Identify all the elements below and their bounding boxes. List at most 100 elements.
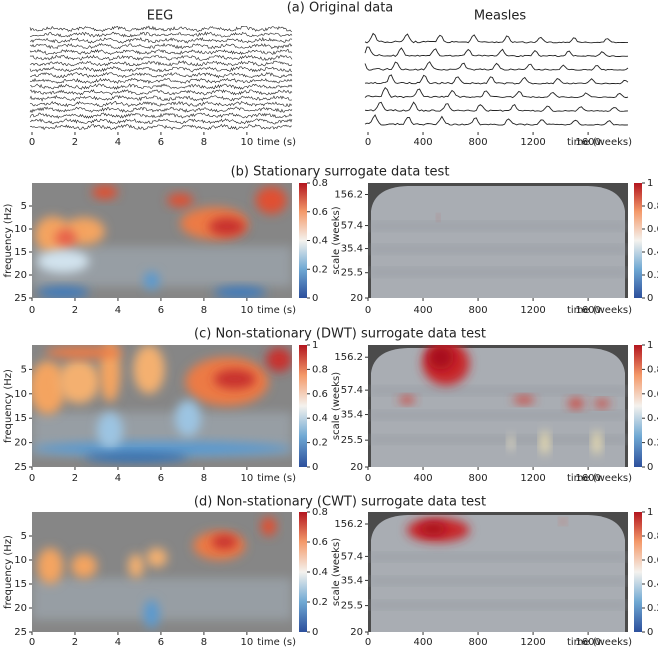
y-tick-label: 25.5 bbox=[341, 601, 363, 612]
colorbar-tick-label: 0.2 bbox=[312, 264, 328, 275]
x-tick-label: 800 bbox=[469, 637, 488, 648]
x-tick-label: 8 bbox=[201, 305, 207, 316]
y-tick-label: 25.5 bbox=[341, 268, 363, 279]
colorbar-tick-label: 0.6 bbox=[312, 389, 328, 400]
colorbar-tick-label: 0 bbox=[312, 627, 318, 638]
y-tick-label: 35.4 bbox=[341, 410, 363, 421]
heat-region bbox=[208, 217, 246, 236]
signal-trace bbox=[29, 83, 293, 90]
x-tick-label: 8 bbox=[201, 637, 207, 648]
heatmap-body bbox=[368, 512, 628, 632]
signal-trace bbox=[364, 114, 629, 126]
colorbar-tick-label: 0 bbox=[312, 293, 318, 304]
signal-trace bbox=[29, 48, 293, 55]
y-tick-label: 25.5 bbox=[341, 435, 363, 446]
signal-trace bbox=[29, 112, 293, 119]
colorbar-tick-label: 0.4 bbox=[312, 413, 328, 424]
heatmap-band bbox=[368, 602, 628, 608]
x-axis-label: time (weeks) bbox=[567, 305, 632, 316]
y-tick-label: 35.4 bbox=[341, 244, 363, 255]
y-axis-label: frequency (Hz) bbox=[3, 203, 14, 277]
signal-trace bbox=[364, 101, 629, 112]
heat-region bbox=[266, 347, 292, 372]
subplot-title: EEG bbox=[147, 9, 174, 24]
signal-trace bbox=[364, 86, 629, 99]
colorbar-tick-label: 0.6 bbox=[312, 537, 328, 548]
heatmap-band bbox=[32, 578, 292, 620]
heat-region bbox=[540, 430, 549, 455]
signal-trace bbox=[364, 46, 629, 58]
y-tick-label: 15 bbox=[14, 579, 27, 590]
panel-title: (c) Non-stationary (DWT) surrogate data … bbox=[194, 327, 486, 342]
colorbar-tick-label: 0.8 bbox=[312, 507, 328, 518]
x-axis-label: time (weeks) bbox=[567, 637, 632, 648]
colorbar-tick-label: 0.2 bbox=[647, 438, 658, 449]
colorbar-tick-label: 0 bbox=[647, 462, 653, 473]
heatmap bbox=[368, 512, 628, 632]
x-tick-label: 6 bbox=[158, 473, 164, 484]
heat-region bbox=[97, 412, 123, 449]
subplot-title: Measles bbox=[474, 9, 527, 24]
signal-trace bbox=[29, 71, 293, 79]
y-tick-label: 20 bbox=[350, 293, 363, 304]
heat-region bbox=[594, 399, 610, 408]
heat-region bbox=[71, 554, 97, 578]
x-tick-label: 0 bbox=[29, 137, 35, 148]
heatmap bbox=[32, 345, 292, 467]
y-tick-label: 10 bbox=[14, 555, 27, 566]
colorbar-tick-label: 0.4 bbox=[647, 413, 658, 424]
x-tick-label: 1600 bbox=[575, 637, 600, 648]
colorbar bbox=[634, 183, 642, 298]
colorbar-tick-label: 0.2 bbox=[312, 597, 328, 608]
y-tick-label: 10 bbox=[14, 389, 27, 400]
x-tick-label: 0 bbox=[29, 473, 35, 484]
signal-trace bbox=[29, 66, 293, 73]
x-tick-label: 1200 bbox=[520, 637, 545, 648]
heatmap bbox=[32, 183, 292, 298]
heatmap-band bbox=[368, 246, 628, 253]
signal-trace bbox=[29, 106, 293, 114]
y-axis-label: frequency (Hz) bbox=[3, 535, 14, 609]
x-tick-label: 8 bbox=[201, 473, 207, 484]
x-tick-label: 400 bbox=[413, 473, 432, 484]
x-tick-label: 800 bbox=[469, 305, 488, 316]
colorbar bbox=[634, 512, 642, 632]
y-tick-label: 20 bbox=[14, 270, 27, 281]
heatmap bbox=[368, 345, 628, 467]
heat-region bbox=[175, 399, 201, 437]
panel-title: (b) Stationary surrogate data test bbox=[231, 165, 450, 180]
x-axis-label: time (weeks) bbox=[567, 473, 632, 484]
y-tick-label: 25 bbox=[14, 462, 27, 473]
heatmap-body bbox=[32, 345, 292, 467]
colorbar-tick-label: 0.6 bbox=[647, 389, 658, 400]
heat-region bbox=[214, 286, 266, 298]
x-tick-label: 2 bbox=[72, 637, 78, 648]
heat-region bbox=[58, 359, 100, 404]
signal-trace bbox=[364, 74, 629, 85]
colorbar-tick-label: 0.2 bbox=[647, 603, 658, 614]
x-tick-label: 4 bbox=[115, 473, 121, 484]
heat-region bbox=[99, 345, 121, 403]
cone-of-influence bbox=[371, 186, 625, 298]
y-tick-label: 35.4 bbox=[341, 575, 363, 586]
x-tick-label: 0 bbox=[365, 473, 371, 484]
x-tick-label: 1600 bbox=[575, 305, 600, 316]
heatmap-band bbox=[368, 269, 628, 276]
heatmap bbox=[368, 183, 628, 298]
x-tick-label: 0 bbox=[29, 637, 35, 648]
x-axis-label: time (s) bbox=[257, 305, 296, 316]
heat-region bbox=[37, 548, 64, 584]
heat-region bbox=[143, 271, 160, 290]
heat-region bbox=[568, 398, 584, 409]
y-tick-label: 25 bbox=[14, 627, 27, 638]
signal-trace bbox=[29, 100, 293, 108]
signal-trace bbox=[29, 54, 293, 61]
x-tick-label: 1600 bbox=[575, 137, 600, 148]
cone-of-influence bbox=[371, 348, 625, 467]
colorbar-tick-label: 0.4 bbox=[647, 247, 658, 258]
x-tick-label: 6 bbox=[158, 305, 164, 316]
colorbar bbox=[299, 183, 307, 298]
colorbar-tick-label: 1 bbox=[647, 340, 653, 351]
panel-title: (d) Non-stationary (CWT) surrogate data … bbox=[194, 495, 486, 510]
y-tick-label: 20 bbox=[350, 462, 363, 473]
